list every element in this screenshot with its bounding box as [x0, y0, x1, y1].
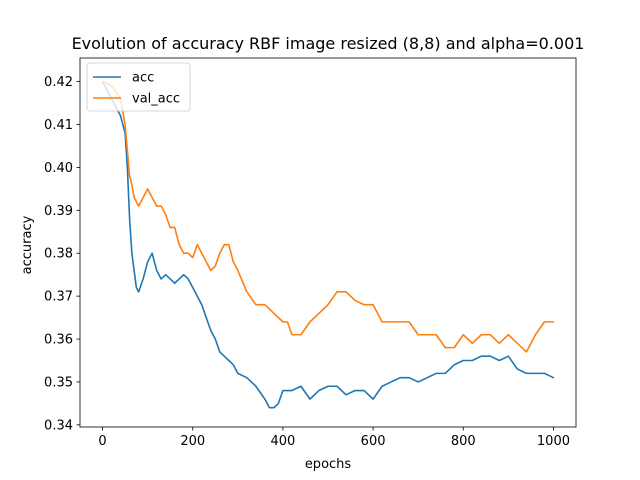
- x-axis-label: epochs: [305, 457, 352, 472]
- legend-label-val-acc: val_acc: [132, 92, 180, 107]
- y-tick-label: 0.35: [44, 375, 73, 390]
- y-tick-label: 0.38: [44, 247, 73, 262]
- x-tick-label: 800: [451, 434, 476, 449]
- x-tick-label: 200: [180, 434, 205, 449]
- y-tick-label: 0.34: [44, 418, 73, 433]
- series-line-val-acc: [101, 80, 555, 353]
- legend: acc val_acc: [86, 62, 191, 112]
- y-tick-label: 0.36: [44, 333, 73, 348]
- y-tick-label: 0.37: [44, 290, 73, 305]
- y-tick-label: 0.41: [44, 118, 73, 133]
- x-tick-label: 600: [361, 434, 386, 449]
- y-tick-label: 0.39: [44, 204, 73, 219]
- y-tick-label: 0.40: [44, 161, 73, 176]
- axes-layer: 0 200 400 600 800 1000 0.34 0.35 0.36 0.37 0.38 0.3…: [44, 57, 577, 449]
- legend-box: [86, 62, 191, 112]
- x-tick-label: 0: [98, 434, 106, 449]
- plot-frame: [79, 57, 577, 428]
- y-tick-label: 0.42: [44, 75, 73, 90]
- chart-title: Evolution of accuracy RBF image resized …: [72, 34, 585, 53]
- x-tick-label: 400: [270, 434, 295, 449]
- legend-label-acc: acc: [132, 71, 154, 86]
- series-layer: [101, 80, 555, 409]
- x-tick-label: 1000: [537, 434, 570, 449]
- series-line-acc: [101, 80, 555, 409]
- y-axis-label: accuracy: [20, 215, 35, 274]
